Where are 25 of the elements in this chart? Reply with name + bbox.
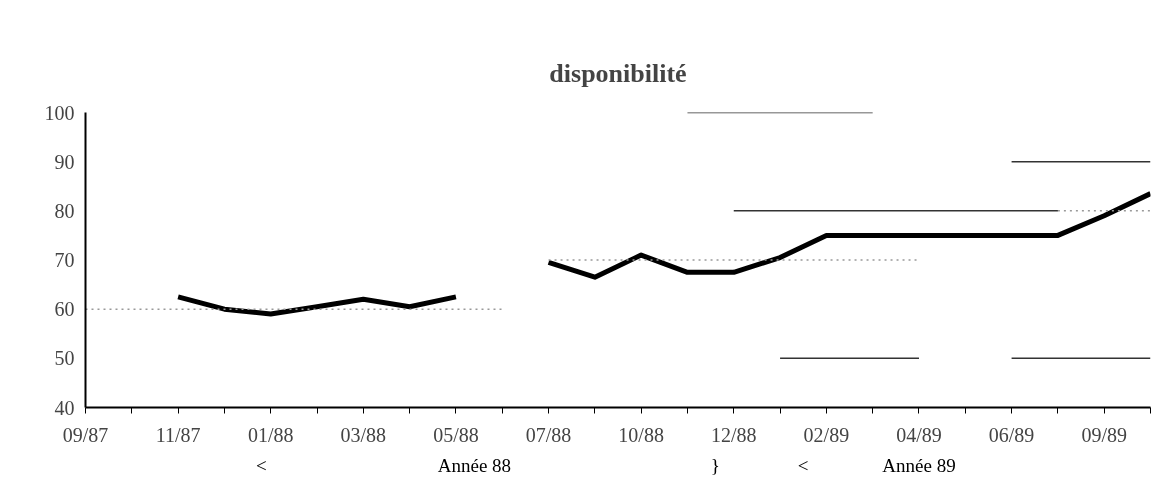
y-tick-label: 60 xyxy=(54,298,75,321)
y-tick-label: 50 xyxy=(54,347,75,370)
text: < xyxy=(256,454,267,476)
x-tick-label: 11/87 xyxy=(155,423,201,446)
x-tick-label: 06/89 xyxy=(988,423,1035,446)
x-tick-label: 10/88 xyxy=(618,423,664,446)
text: } xyxy=(710,454,720,476)
text: Année 89 xyxy=(882,454,956,476)
x-tick-label: 12/88 xyxy=(710,423,757,446)
x-tick-label: 07/88 xyxy=(525,423,572,446)
chart-title: disponibilité xyxy=(549,58,687,88)
x-tick-label: 01/88 xyxy=(247,423,294,446)
y-tick-label: 40 xyxy=(54,396,75,419)
text: Année 88 xyxy=(437,454,512,476)
x-tick-label: 05/88 xyxy=(433,423,479,446)
y-tick-label: 80 xyxy=(54,199,75,222)
x-tick-label: 04/89 xyxy=(896,423,942,446)
x-tick-label: 09/87 xyxy=(62,423,109,446)
x-tick-label: 03/88 xyxy=(340,423,387,446)
x-tick-label: 09/89 xyxy=(1081,423,1127,446)
x-tick-label: 02/89 xyxy=(803,423,850,446)
y-tick-label: 90 xyxy=(54,150,75,173)
y-tick-label: 100 xyxy=(44,101,75,124)
text: < xyxy=(797,454,809,476)
y-tick-label: 70 xyxy=(54,249,75,271)
